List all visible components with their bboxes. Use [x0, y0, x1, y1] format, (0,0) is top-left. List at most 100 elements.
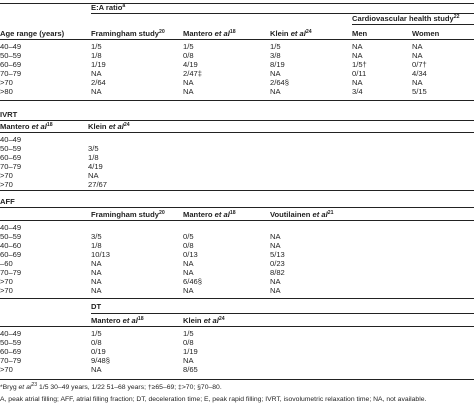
- dt-study-mantero: Mantero et al18: [91, 316, 144, 325]
- aff-cell: NA: [270, 286, 281, 295]
- ivrt-header-rule: [0, 132, 474, 133]
- ea-age-cell: 60–69: [0, 60, 22, 69]
- chs-men-header: Men: [352, 29, 368, 38]
- aff-age-cell: –60: [0, 259, 13, 268]
- ea-cell: 1/8: [91, 51, 102, 60]
- ea-cell: 1/5: [91, 42, 102, 51]
- chs-rule: [352, 24, 474, 25]
- ea-cell: 1/19: [91, 60, 106, 69]
- dt-age-cell: 70–79: [0, 356, 22, 365]
- ea-cell: 1/5: [270, 42, 281, 51]
- ivrt-cell: 27/67: [88, 180, 108, 189]
- aff-age-cell: 70–79: [0, 268, 22, 277]
- ea-cell: 2/64§: [270, 78, 290, 87]
- ea-header-rule: [0, 39, 474, 40]
- ea-cell: 3/8: [270, 51, 281, 60]
- table-top-rule: [0, 3, 474, 4]
- age-range-header: Age range (years): [0, 29, 65, 38]
- ea-cell: 4/19: [183, 60, 198, 69]
- aff-age-cell: 40–49: [0, 223, 22, 232]
- aff-cell: NA: [91, 259, 102, 268]
- ea-cell: NA: [270, 69, 281, 78]
- ea-cell: 8/19: [270, 60, 285, 69]
- aff-cell: NA: [183, 268, 194, 277]
- ivrt-study-klein: Klein et al24: [88, 122, 130, 131]
- aff-cell: NA: [183, 286, 194, 295]
- ea-cell: 0/7†: [412, 60, 427, 69]
- dt-cell: 0/19: [91, 347, 106, 356]
- ea-cell: NA: [412, 51, 423, 60]
- ea-cell: 2/47‡: [183, 69, 203, 78]
- ea-cell: NA: [91, 69, 102, 78]
- ea-cell: NA: [352, 78, 363, 87]
- dt-cell: NA: [91, 365, 102, 374]
- ea-cell: NA: [352, 51, 363, 60]
- aff-cell: 1/8: [91, 241, 102, 250]
- aff-cell: NA: [91, 277, 102, 286]
- ea-bottom-rule: [0, 100, 474, 101]
- footnote-bryg: *Bryg et al23 1/5 30–49 years, 1/22 51–6…: [0, 382, 222, 391]
- aff-cell: 0/5: [183, 232, 194, 241]
- ivrt-cell: 4/19: [88, 162, 103, 171]
- aff-cell: NA: [91, 286, 102, 295]
- aff-bottom-rule: [0, 298, 474, 299]
- chs-study-header: Cardiovascular health study22: [352, 14, 460, 23]
- ivrt-age-cell: 60–69: [0, 153, 22, 162]
- ea-cell: 0/8: [183, 51, 194, 60]
- ivrt-age-cell: >70: [0, 171, 13, 180]
- ivrt-age-cell: >70: [0, 180, 13, 189]
- dt-cell: 0/8: [183, 338, 194, 347]
- dt-cell: 1/5: [183, 329, 194, 338]
- dt-age-cell: 50–59: [0, 338, 22, 347]
- aff-age-cell: >70: [0, 277, 13, 286]
- ea-age-cell: >70: [0, 78, 13, 87]
- dt-cell: 1/19: [183, 347, 198, 356]
- ea-cell: 1/5†: [352, 60, 367, 69]
- aff-age-cell: 50–59: [0, 232, 22, 241]
- aff-cell: 5/13: [270, 250, 285, 259]
- dt-study-klein: Klein et al24: [183, 316, 225, 325]
- ivrt-study-mantero: Mantero et al18: [0, 122, 53, 131]
- aff-title-rule: [0, 207, 474, 208]
- aff-cell: 3/5: [91, 232, 102, 241]
- ea-cell: NA: [183, 87, 194, 96]
- ea-study-klein: Klein et al24: [270, 29, 312, 38]
- ea-cell: 5/15: [412, 87, 427, 96]
- ea-section-title: E:A ratioa: [91, 3, 126, 12]
- ea-study-framingham: Framingham study20: [91, 29, 165, 38]
- dt-cell: 0/8: [91, 338, 102, 347]
- ivrt-age-cell: 40–49: [0, 135, 22, 144]
- dt-cell: 9/48§: [91, 356, 111, 365]
- aff-cell: 0/23: [270, 259, 285, 268]
- dt-cell: NA: [183, 356, 194, 365]
- dt-age-cell: 60–69: [0, 347, 22, 356]
- aff-cell: 0/13: [183, 250, 198, 259]
- ea-age-cell: 40–49: [0, 42, 22, 51]
- ea-cell: 0/11: [352, 69, 367, 78]
- aff-cell: NA: [270, 241, 281, 250]
- ivrt-section-title: IVRT: [0, 110, 18, 119]
- chs-women-header: Women: [412, 29, 440, 38]
- ea-age-cell: 50–59: [0, 51, 22, 60]
- aff-header-rule: [0, 220, 474, 221]
- ea-age-cell: 70–79: [0, 69, 22, 78]
- ea-cell: 1/5: [183, 42, 194, 51]
- table-bottom-rule: [0, 379, 474, 380]
- ea-cell: NA: [270, 87, 281, 96]
- dt-cell: 8/65: [183, 365, 198, 374]
- aff-study-mantero: Mantero et al18: [183, 210, 236, 219]
- aff-study-voutilainen: Voutilainen et al21: [270, 210, 334, 219]
- dt-age-cell: 40–49: [0, 329, 22, 338]
- aff-cell: 10/13: [91, 250, 111, 259]
- ea-cell: NA: [183, 78, 194, 87]
- aff-study-framingham: Framingham study20: [91, 210, 165, 219]
- ea-cell: 4/34: [412, 69, 427, 78]
- dt-title-rule: [91, 313, 474, 314]
- aff-cell: 8/82: [270, 268, 285, 277]
- dt-age-cell: >70: [0, 365, 13, 374]
- ivrt-cell: 3/5: [88, 144, 99, 153]
- aff-cell: NA: [270, 232, 281, 241]
- ea-age-cell: >80: [0, 87, 13, 96]
- ea-cell: 2/64: [91, 78, 106, 87]
- ivrt-cell: NA: [88, 171, 99, 180]
